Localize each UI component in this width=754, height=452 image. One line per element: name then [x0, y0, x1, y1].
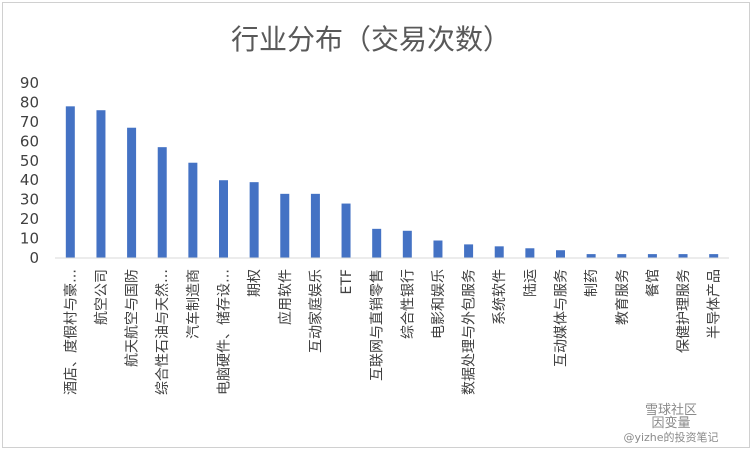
x-tick-label: 制药 [584, 269, 600, 297]
bar [494, 246, 504, 258]
x-tick-label: ETF [339, 269, 355, 294]
y-tick-label: 40 [20, 171, 39, 189]
chart-frame: 行业分布（交易次数） 0 10 20 30 40 50 60 70 80 90 酒店、度假村与豪…… [2, 2, 750, 448]
y-tick-label: 90 [20, 74, 39, 92]
x-tick-label: 综合性石油与天然… [154, 269, 171, 395]
watermark-line1: 雪球社区 [645, 402, 697, 418]
bar [372, 228, 382, 258]
x-tick-label: 期权 [247, 269, 263, 297]
bar [402, 230, 412, 258]
x-tick-label: 电脑硬件、储存设… [217, 269, 233, 395]
x-tick-label: 互动媒体与服务 [554, 269, 570, 367]
x-tick-label: 教育服务 [615, 269, 631, 325]
x-tick-label: 航空公司 [94, 269, 110, 325]
bar [219, 180, 228, 258]
x-axis-labels: 酒店、度假村与豪… 航空公司 航天航空与国防 综合性石油与天然… 汽车制造商 电脑硬件、储… [63, 269, 722, 395]
bar [586, 254, 596, 258]
y-tick-label: 80 [20, 93, 39, 111]
watermark-line3: @yizhe的投资笔记 [623, 430, 718, 444]
bar [556, 250, 565, 258]
bar [249, 182, 259, 258]
x-tick-label: 餐馆 [645, 269, 661, 297]
x-tick-label: 酒店、度假村与豪… [63, 269, 79, 395]
y-tick-label: 10 [20, 230, 39, 248]
y-tick-label: 20 [20, 210, 39, 228]
x-tick-label: 半导体产品 [707, 269, 723, 339]
watermark-line2: 因变量 [651, 415, 690, 431]
bar [678, 254, 688, 258]
chart-title: 行业分布（交易次数） [231, 23, 511, 56]
x-tick-label: 互动家庭娱乐 [307, 269, 324, 353]
x-tick-label: 电影和娱乐 [431, 269, 447, 339]
x-tick-label: 汽车制造商 [185, 269, 202, 339]
bar [709, 254, 719, 258]
bar [525, 248, 535, 258]
bar [647, 254, 657, 258]
y-tick-label: 70 [20, 113, 39, 131]
x-tick-label: 综合性银行 [400, 269, 416, 339]
x-tick-label: 数据处理与外包服务 [462, 269, 478, 395]
bar [464, 244, 474, 258]
bar [310, 193, 320, 258]
bar [188, 162, 198, 258]
x-tick-label: 保健护理服务 [676, 269, 692, 353]
x-tick-label: 陆运 [523, 269, 539, 297]
y-tick-label: 50 [20, 152, 39, 170]
bar [127, 127, 137, 258]
bar [341, 203, 351, 258]
x-tick-label: 应用软件 [277, 269, 294, 325]
bar [96, 110, 106, 258]
bar [65, 106, 75, 258]
bar [433, 240, 443, 258]
bar [617, 254, 627, 258]
x-tick-label: 系统软件 [492, 269, 508, 325]
x-tick-label: 航天航空与国防 [125, 269, 141, 367]
bars [65, 106, 719, 258]
bar [280, 193, 290, 258]
y-tick-label: 0 [29, 249, 39, 267]
bar [157, 147, 167, 258]
y-tick-label: 30 [20, 191, 39, 209]
y-tick-label: 60 [20, 132, 39, 150]
watermark: 雪球社区 因变量 @yizhe的投资笔记 [623, 402, 718, 444]
x-tick-label: 互联网与直销零售 [369, 269, 386, 381]
